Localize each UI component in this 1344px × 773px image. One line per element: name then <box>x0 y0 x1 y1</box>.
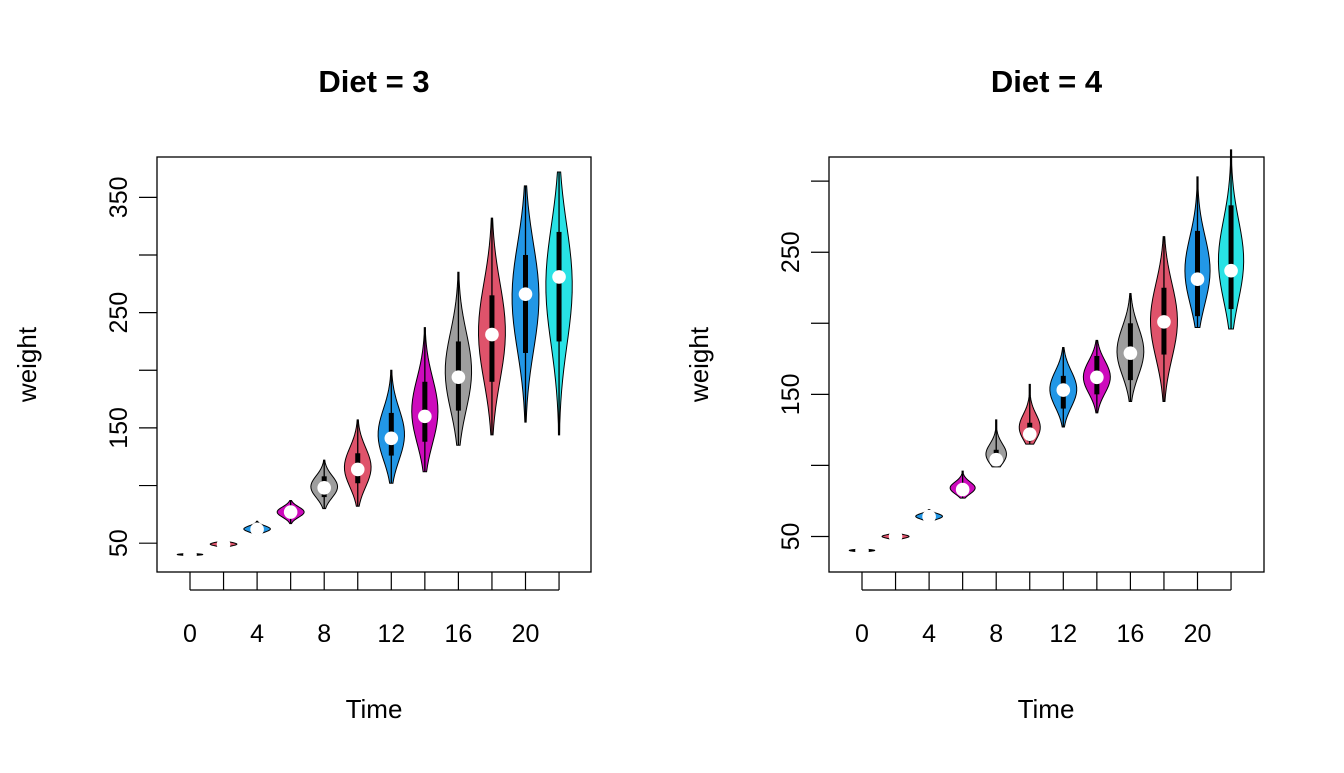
violin-time-14 <box>411 327 439 473</box>
violin-time-20 <box>1184 176 1211 329</box>
x-axis-label: Time <box>346 694 403 724</box>
panel-diet-3: Diet = 3 0 4 8 12 16 20 Time 50 150 250 350 weight <box>12 64 592 724</box>
violin-time-18 <box>1149 236 1178 402</box>
violin-time-6 <box>949 470 976 499</box>
violin-time-18 <box>478 217 506 436</box>
plot-frame <box>828 156 1265 573</box>
violin-time-2 <box>881 529 910 544</box>
violin-time-4 <box>915 508 944 524</box>
median-point <box>888 529 903 544</box>
violin-time-10 <box>343 419 372 507</box>
x-tick-label: 16 <box>444 620 472 648</box>
median-point <box>518 287 533 301</box>
y-tick-label: 50 <box>105 529 133 557</box>
median-point <box>250 522 264 537</box>
violin-time-8 <box>985 419 1007 468</box>
y-axis: 50 150 250 <box>777 180 829 551</box>
violin-time-16 <box>444 271 473 446</box>
violin-time-21 <box>545 171 573 436</box>
y-tick-label: 150 <box>105 407 133 449</box>
plot-frame <box>156 156 592 573</box>
median-point <box>485 327 499 342</box>
y-tick-label: 250 <box>777 231 805 273</box>
x-tick-label: 20 <box>1184 620 1212 648</box>
median-point <box>350 462 365 477</box>
x-tick-label: 8 <box>317 620 331 648</box>
violin-time-14 <box>1082 339 1111 414</box>
median-point <box>1022 427 1037 441</box>
violin-time-10 <box>1018 383 1041 445</box>
median-point <box>955 482 970 497</box>
chart-title: Diet = 4 <box>991 64 1103 99</box>
x-axis: 0 4 8 12 16 20 <box>855 572 1232 648</box>
x-tick-label: 12 <box>1049 620 1077 648</box>
median-point <box>1123 346 1138 360</box>
y-axis: 50 150 250 350 <box>105 176 157 557</box>
x-axis: 0 4 8 12 16 20 <box>183 572 560 648</box>
x-tick-label: 4 <box>250 620 264 648</box>
median-point <box>552 270 566 284</box>
x-axis-label: Time <box>1018 694 1075 724</box>
median-point <box>384 431 399 446</box>
violin-time-2 <box>209 537 238 552</box>
x-tick-label: 4 <box>922 620 936 648</box>
x-tick-label: 20 <box>512 620 540 648</box>
y-axis-label: weight <box>684 326 714 403</box>
median-point <box>216 537 231 552</box>
violin-time-8 <box>310 459 339 510</box>
median-point <box>451 370 466 384</box>
median-point <box>922 509 936 524</box>
y-tick-label: 350 <box>105 176 133 218</box>
violin-time-0 <box>848 543 876 558</box>
median-point <box>989 452 1003 467</box>
median-point <box>418 409 432 424</box>
y-tick-label: 250 <box>105 292 133 334</box>
chart-title: Diet = 3 <box>318 64 429 99</box>
x-tick-label: 16 <box>1116 620 1144 648</box>
y-tick-label: 150 <box>777 373 805 415</box>
median-point <box>855 543 869 558</box>
median-point <box>1157 315 1171 329</box>
violin-time-6 <box>276 500 305 525</box>
violin-time-12 <box>377 369 405 484</box>
violin-time-0 <box>176 547 204 562</box>
violin-time-12 <box>1049 346 1078 428</box>
violin-iqr-box <box>556 231 562 342</box>
median-point <box>1056 383 1071 397</box>
violin-iqr-box <box>1228 205 1234 310</box>
median-point <box>1190 272 1205 287</box>
median-point <box>183 547 197 562</box>
median-point <box>1090 370 1104 385</box>
violin-iqr-box <box>523 254 528 353</box>
x-tick-label: 0 <box>855 620 869 648</box>
x-tick-label: 8 <box>989 620 1003 648</box>
violin-time-4 <box>243 520 271 537</box>
x-tick-label: 12 <box>377 620 405 648</box>
y-tick-label: 50 <box>777 523 805 551</box>
violin-time-20 <box>511 185 540 423</box>
median-point <box>283 505 298 519</box>
y-axis-label: weight <box>12 326 42 403</box>
median-point <box>1224 263 1238 278</box>
violin-time-21 <box>1217 149 1245 330</box>
median-point <box>317 481 332 495</box>
panel-diet-4: Diet = 4 0 4 8 12 16 20 Time 50 150 250 weight <box>684 64 1265 724</box>
x-tick-label: 0 <box>183 620 197 648</box>
violin-time-16 <box>1116 292 1145 402</box>
